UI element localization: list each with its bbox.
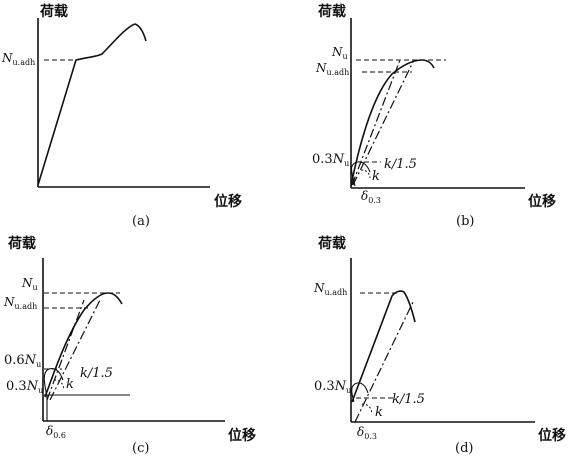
panel-b-low-main: N: [332, 152, 345, 167]
panel-c-mid-pre: 0.6: [4, 353, 25, 368]
panel-b-nu-main: N: [331, 45, 343, 59]
panel-b-slope-k15-line: [352, 61, 414, 186]
panel-c-delta-main: δ: [46, 424, 53, 438]
panel-b-angle-arc: [360, 169, 371, 179]
panel-d-low-pre: 0.3: [314, 379, 335, 394]
panel-c-nu-label: Nu: [21, 276, 38, 292]
panel-a-load-curve: [37, 23, 147, 186]
panel-d-low-sub: u: [346, 386, 351, 395]
panel-c-mid-label: 0.6Nu: [4, 353, 41, 369]
panel-c-low-main: N: [26, 379, 39, 394]
panel-d-caption: (d): [455, 441, 473, 456]
panel-a-x-axis-label: 位移: [214, 193, 242, 210]
panel-c-k-label: k: [66, 377, 74, 392]
panel-c-nu-sub: u: [33, 283, 38, 292]
panel-c-mid-sub: u: [36, 360, 41, 369]
panel-b-caption: (b): [456, 214, 474, 229]
panel-b-slope-k-line: [351, 59, 401, 186]
panel-b-low-label: 0.3Nu: [312, 152, 349, 168]
panel-c-k15-label: k/1.5: [80, 366, 113, 381]
panel-c-slope-k15-line: [49, 299, 101, 401]
panel-d-slope-k-line: [351, 295, 393, 403]
panel-d-angle-arc: [361, 403, 373, 415]
panel-d-low-main: N: [334, 379, 347, 394]
panel-b-x-axis-label: 位移: [528, 193, 556, 210]
panel-b-k15-label: k/1.5: [384, 157, 417, 172]
panel-d-delta-main: δ: [357, 425, 364, 439]
panel-d-delta-label: δ0.3: [357, 425, 377, 441]
panel-a-n-adh-sub: u.adh: [13, 58, 36, 67]
panel-c: 荷载 位移 Nu Nu.adh 0.6Nu 0.3Nu k/1.5 k δ0.6…: [3, 235, 256, 456]
panel-c-nu-main: N: [21, 276, 33, 290]
panel-d: 荷载 位移 Nu.adh 0.3Nu k/1.5 k δ0.3 (d): [313, 235, 566, 456]
panel-c-x-axis-label: 位移: [228, 427, 256, 444]
panel-b-nadh-sub: u.adh: [327, 68, 350, 77]
panel-d-low-label: 0.3Nu: [314, 379, 351, 395]
panel-c-delta-label: δ0.6: [46, 424, 66, 440]
panel-b-low-pre: 0.3: [312, 152, 333, 167]
panel-b-load-curve: [350, 59, 435, 187]
panel-c-nadh-sub: u.adh: [15, 302, 38, 311]
panel-b-y-axis-label: 荷载: [317, 3, 346, 20]
panel-d-y-axis-label: 荷载: [317, 235, 346, 252]
panel-c-low-sub: u: [38, 386, 43, 395]
panel-d-x-axis-label: 位移: [538, 427, 566, 444]
panel-b-delta-main: δ: [361, 189, 368, 203]
panel-b-delta-label: δ0.3: [361, 189, 381, 205]
panel-b-nadh-label: Nu.adh: [315, 61, 349, 77]
panel-d-nadh-label: Nu.adh: [313, 281, 347, 297]
panel-c-mid-main: N: [24, 353, 37, 368]
panel-a-caption: (a): [132, 214, 150, 229]
panel-b: 荷载 位移 Nu Nu.adh 0.3Nu k/1.5 k δ0.3 (b): [312, 3, 556, 229]
panel-d-delta-sub: 0.3: [364, 432, 377, 441]
panel-c-slope-k-line: [46, 299, 85, 401]
panel-d-load-curve: [351, 290, 416, 403]
panel-d-k-label: k: [375, 405, 383, 420]
panel-d-nadh-sub: u.adh: [325, 288, 348, 297]
panel-c-delta-sub: 0.6: [53, 431, 66, 440]
panel-a: 荷载 位移 Nu.adh (a): [1, 3, 242, 229]
panel-b-delta-sub: 0.3: [368, 196, 381, 205]
panel-b-low-sub: u: [344, 159, 349, 168]
panel-c-low-pre: 0.3: [6, 379, 27, 394]
panel-a-n-adh-label: Nu.adh: [1, 51, 35, 67]
panel-a-y-axis-label: 荷载: [39, 3, 68, 20]
panel-c-angle-arc: [53, 379, 65, 391]
panel-d-k15-label: k/1.5: [392, 392, 425, 407]
panel-c-nadh-label: Nu.adh: [3, 295, 37, 311]
panel-b-nu-sub: u: [343, 52, 348, 61]
panel-b-nadh-main: N: [315, 61, 327, 75]
panel-d-nadh-main: N: [313, 281, 325, 295]
panel-d-initial-loop: [351, 382, 369, 403]
panel-b-nu-label: Nu: [331, 45, 348, 61]
panel-c-y-axis-label: 荷载: [7, 235, 36, 252]
panel-a-n-adh-main: N: [1, 51, 13, 65]
panel-c-low-label: 0.3Nu: [6, 379, 43, 395]
panel-b-k-label: k: [372, 169, 380, 184]
panel-d-slope-k15-line: [354, 299, 415, 423]
panel-c-nadh-main: N: [3, 295, 15, 309]
panel-c-load-curve: [44, 292, 123, 398]
panel-c-caption: (c): [132, 441, 149, 456]
